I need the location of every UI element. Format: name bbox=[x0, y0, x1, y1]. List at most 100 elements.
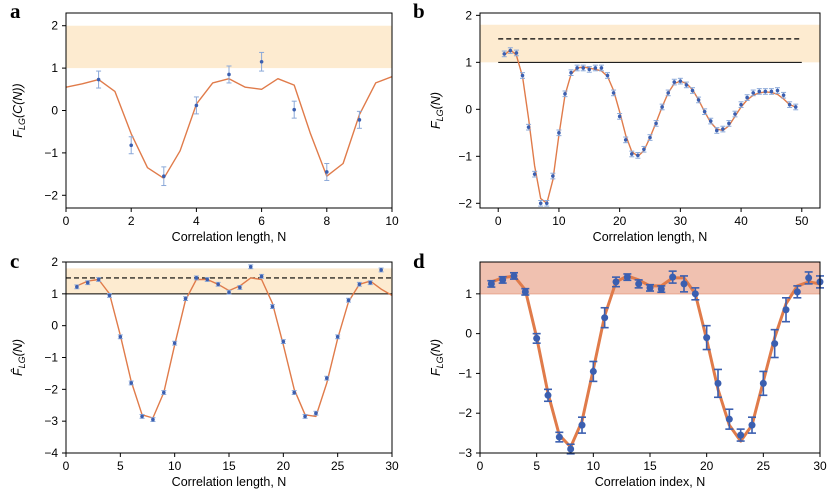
data-point bbox=[611, 91, 616, 95]
data-point bbox=[739, 102, 743, 107]
y-tick-label: 1 bbox=[465, 55, 472, 69]
data-point bbox=[787, 102, 792, 107]
data-point bbox=[346, 298, 351, 303]
data-point bbox=[487, 280, 495, 288]
data-point bbox=[714, 128, 719, 133]
data-point bbox=[771, 340, 779, 348]
data-point bbox=[751, 91, 756, 95]
x-tick-label: 20 bbox=[613, 214, 627, 228]
data-point bbox=[107, 293, 112, 298]
data-point bbox=[569, 70, 573, 75]
data-point bbox=[775, 88, 780, 93]
y-tick-label: −1 bbox=[44, 351, 58, 365]
data-point bbox=[557, 131, 561, 135]
x-tick-label: 25 bbox=[331, 459, 345, 473]
x-tick-label: 4 bbox=[193, 214, 200, 228]
data-point bbox=[533, 334, 541, 342]
data-point bbox=[721, 127, 725, 131]
panel-letter: d bbox=[413, 249, 425, 273]
panel-a: 0 2 4 6 8 10 −2 −1 0 1 2 Correlation length, N FLG(C… bbox=[10, 0, 399, 244]
x-tick-label: 10 bbox=[552, 214, 566, 228]
x-tick-label: 8 bbox=[323, 214, 330, 228]
data-point bbox=[769, 89, 774, 94]
data-point bbox=[575, 66, 579, 70]
x-tick-label: 25 bbox=[757, 459, 771, 473]
y-axis-label: FLG(N) bbox=[429, 92, 445, 129]
x-tick-label: 50 bbox=[795, 214, 809, 228]
data-point bbox=[708, 119, 713, 123]
x-tick-label: 15 bbox=[643, 459, 657, 473]
data-point bbox=[781, 93, 786, 98]
data-point bbox=[678, 79, 683, 83]
data-point bbox=[578, 421, 586, 429]
data-point bbox=[763, 89, 768, 94]
data-point bbox=[748, 421, 756, 429]
data-point bbox=[325, 376, 329, 380]
data-point bbox=[714, 379, 722, 387]
x-tick-label: 20 bbox=[277, 459, 291, 473]
data-point bbox=[96, 77, 101, 82]
y-tick-label: −2 bbox=[44, 382, 58, 396]
data-point bbox=[508, 48, 513, 53]
x-tick-label: 0 bbox=[63, 459, 70, 473]
data-point bbox=[601, 314, 609, 322]
data-point bbox=[587, 67, 592, 72]
data-point bbox=[629, 152, 634, 156]
x-tick-label: 0 bbox=[477, 459, 484, 473]
fit-curve bbox=[66, 75, 392, 180]
data-point bbox=[696, 98, 701, 102]
y-tick-label: −2 bbox=[458, 406, 472, 420]
data-point bbox=[745, 95, 749, 100]
y-tick-label: −3 bbox=[458, 446, 472, 460]
data-point bbox=[544, 391, 552, 399]
data-point bbox=[605, 73, 610, 78]
data-point bbox=[684, 83, 689, 87]
data-point bbox=[703, 334, 711, 342]
data-point bbox=[636, 153, 640, 158]
data-point bbox=[379, 268, 383, 272]
data-point bbox=[194, 103, 199, 108]
data-point bbox=[612, 278, 620, 286]
fit-curve bbox=[503, 49, 796, 205]
data-point bbox=[691, 290, 699, 298]
data-point bbox=[238, 285, 242, 290]
data-point bbox=[623, 273, 631, 281]
panel-c: 0 5 10 15 20 25 30 −4 −3 −2 −1 0 1 2 Correlation lengt… bbox=[10, 249, 399, 489]
data-point bbox=[538, 201, 543, 206]
data-point bbox=[646, 284, 654, 292]
data-point bbox=[805, 274, 813, 282]
x-tick-label: 40 bbox=[734, 214, 748, 228]
x-tick-label: 30 bbox=[813, 459, 827, 473]
data-point bbox=[325, 170, 329, 174]
x-tick-label: 10 bbox=[587, 459, 601, 473]
panel-d: 0 5 10 15 20 25 30 −3 −2 −1 0 1 Correlation index, N… bbox=[413, 249, 827, 489]
y-tick-label: −1 bbox=[458, 366, 472, 380]
data-point bbox=[259, 274, 264, 279]
data-point bbox=[544, 201, 549, 206]
data-point bbox=[733, 112, 737, 116]
y-tick-label: 1 bbox=[51, 287, 58, 301]
data-point bbox=[183, 296, 188, 301]
fit-curve bbox=[76, 277, 392, 419]
x-tick-label: 10 bbox=[385, 214, 399, 228]
data-point bbox=[335, 335, 340, 339]
data-point bbox=[314, 411, 318, 416]
data-point bbox=[227, 72, 231, 77]
data-point bbox=[205, 277, 210, 282]
y-tick-label: 2 bbox=[51, 19, 58, 33]
data-point bbox=[151, 417, 155, 422]
data-point bbox=[563, 92, 567, 96]
data-point bbox=[680, 280, 688, 288]
x-tick-label: 10 bbox=[168, 459, 182, 473]
data-point bbox=[270, 304, 275, 309]
y-tick-label: −2 bbox=[458, 196, 472, 210]
x-tick-label: 5 bbox=[533, 459, 540, 473]
data-point bbox=[555, 433, 563, 441]
data-point bbox=[292, 107, 297, 112]
y-tick-label: −4 bbox=[44, 446, 58, 460]
data-point bbox=[357, 282, 362, 287]
panel-b: 0 10 20 30 40 50 −2 −1 0 1 2 Correlation length, N F… bbox=[413, 0, 821, 244]
data-point bbox=[793, 288, 801, 296]
data-point bbox=[593, 66, 598, 70]
